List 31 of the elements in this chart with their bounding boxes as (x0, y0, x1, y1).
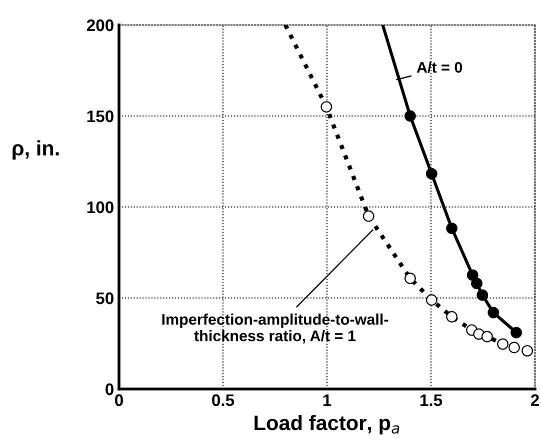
x-tick-label: 1.5 (420, 394, 442, 406)
y-tick-label: 100 (87, 201, 114, 214)
annotation: Imperfection-amplitude-to-wall- thickness ratio, A/t = 1 (162, 314, 388, 344)
point (497, 338, 508, 350)
y-tick-label: 200 (86, 19, 114, 32)
y-tick-label: 50 (96, 292, 114, 304)
x-tick-label: 2 (530, 394, 539, 406)
point (446, 311, 458, 322)
point (426, 294, 438, 306)
x-tick-label: 0 (115, 394, 123, 406)
point (510, 326, 522, 338)
point (320, 101, 332, 113)
point (466, 269, 478, 281)
point (446, 222, 458, 234)
x-axis-title: Load factor, p$_{a}$ (254, 414, 400, 434)
point (522, 345, 534, 356)
y-tick-label: 150 (87, 110, 114, 122)
annotation: A/t = 0 (416, 62, 462, 73)
point (481, 330, 493, 342)
point (471, 278, 482, 290)
x-tick-label: 0.5 (212, 394, 234, 406)
point (508, 342, 520, 354)
y-axis-title: ρ, in. (12, 140, 59, 160)
point (362, 210, 374, 222)
point (476, 289, 488, 301)
point (488, 306, 500, 318)
y-tick-label: 0 (106, 383, 114, 396)
x-tick-label: 1 (323, 394, 332, 406)
point (426, 168, 438, 180)
point (404, 272, 416, 284)
point (404, 110, 416, 122)
